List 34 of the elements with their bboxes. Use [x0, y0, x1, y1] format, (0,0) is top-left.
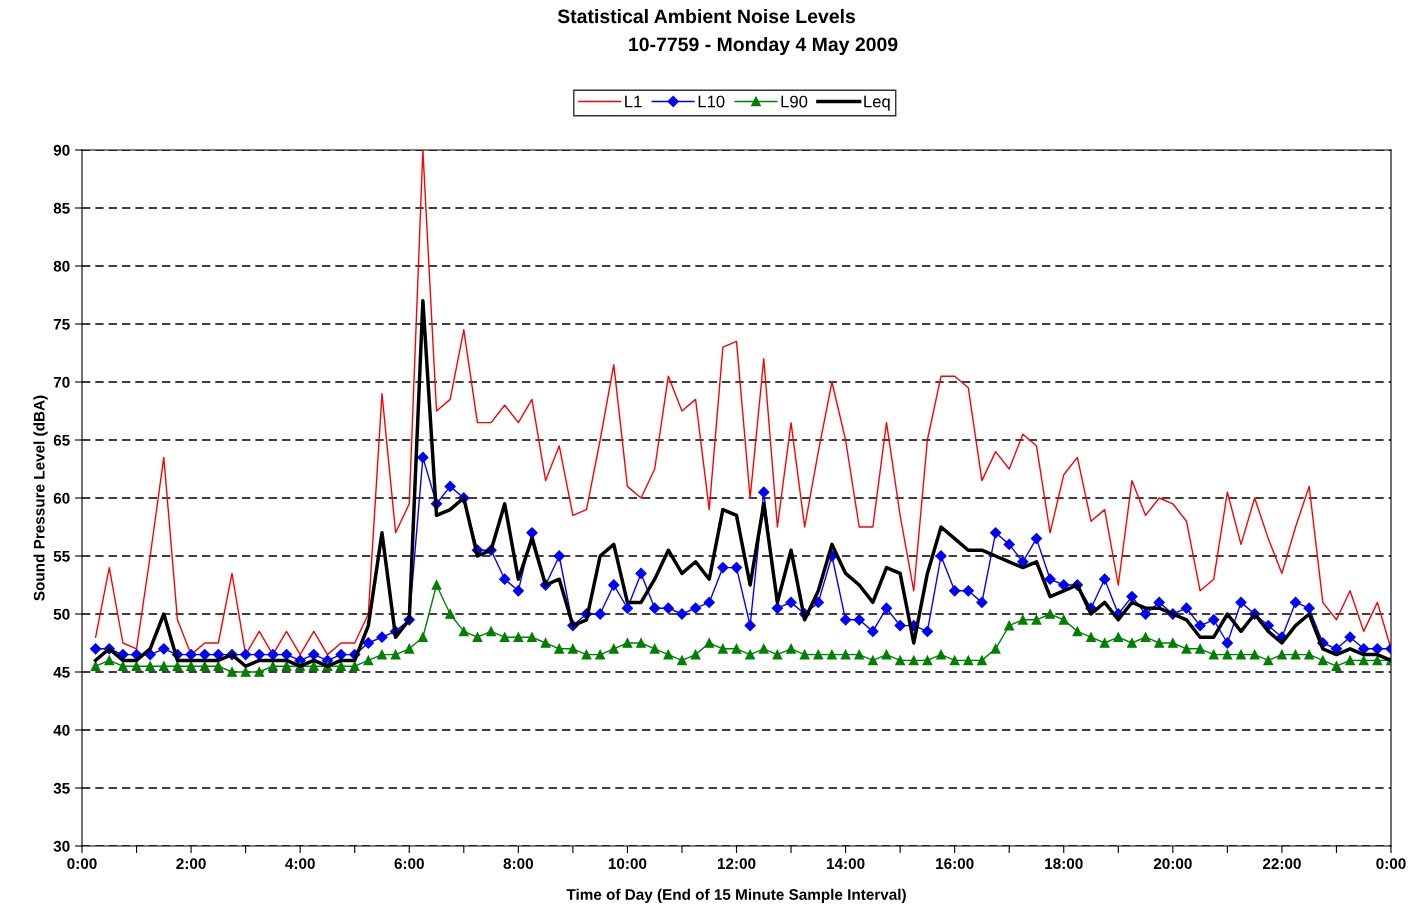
- y-tick-label: 30: [53, 840, 70, 852]
- y-tick-label: 45: [53, 667, 70, 678]
- x-tick-label: 4:00: [285, 858, 315, 870]
- y-axis-title: Sound Pressure Level (dBA): [33, 395, 48, 601]
- legend-label: L1: [625, 95, 642, 108]
- x-tick-label: 8:00: [503, 858, 533, 870]
- chart-title: Statistical Ambient Noise Levels: [557, 8, 856, 24]
- chart-subtitle: 10-7759 - Monday 4 May 2009: [629, 36, 898, 56]
- x-tick-label: 12:00: [717, 858, 756, 870]
- x-axis-title: Time of Day (End of 15 Minute Sample Interval): [566, 888, 906, 903]
- y-tick-label: 35: [53, 782, 70, 794]
- y-tick-label: 75: [53, 319, 70, 330]
- x-tick-label: 16:00: [936, 858, 974, 870]
- x-tick-label: 10:00: [608, 858, 647, 870]
- y-tick-label: 85: [53, 202, 70, 214]
- x-tick-label: 0:00: [1376, 858, 1406, 870]
- x-tick-label: 0:00: [67, 858, 97, 870]
- x-tick-label: 18:00: [1045, 858, 1083, 870]
- x-tick-label: 22:00: [1262, 858, 1301, 870]
- y-tick-label: 50: [53, 608, 70, 620]
- x-tick-label: 20:00: [1153, 858, 1192, 870]
- legend-label: L90: [781, 95, 808, 108]
- x-tick-label: 2:00: [176, 858, 206, 870]
- y-tick-label: 65: [53, 434, 70, 446]
- y-tick-label: 60: [53, 492, 70, 504]
- x-tick-label: 6:00: [394, 858, 424, 870]
- y-tick-label: 90: [53, 144, 70, 156]
- y-tick-label: 40: [53, 724, 70, 736]
- legend-label: L10: [698, 95, 725, 108]
- y-tick-label: 70: [53, 376, 70, 388]
- legend-label: Leq: [864, 95, 890, 111]
- y-tick-label: 80: [53, 260, 70, 272]
- y-tick-label: 55: [53, 551, 70, 562]
- x-tick-label: 14:00: [827, 858, 865, 870]
